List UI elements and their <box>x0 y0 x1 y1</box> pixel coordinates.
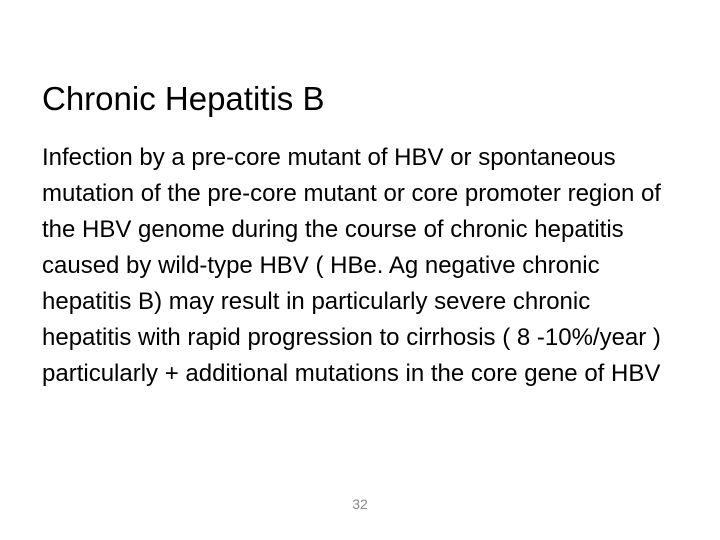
slide-title: Chronic Hepatitis B <box>42 80 678 118</box>
page-number: 32 <box>0 496 720 512</box>
slide-container: Chronic Hepatitis B Infection by a pre-c… <box>0 0 720 540</box>
slide-body-text: Infection by a pre-core mutant of HBV or… <box>42 140 678 392</box>
